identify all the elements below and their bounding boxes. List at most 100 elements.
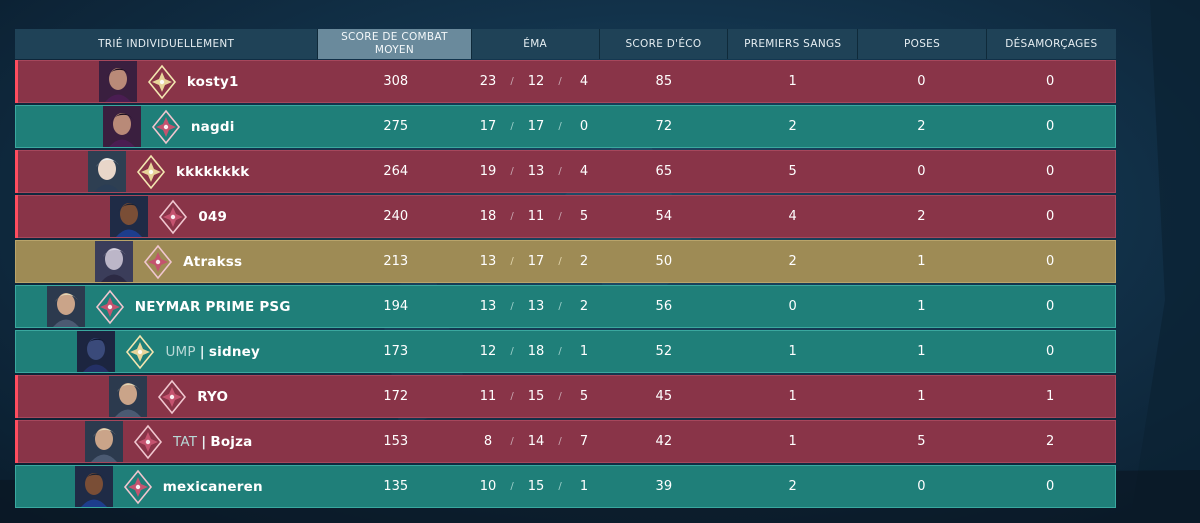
kills-value: 13 xyxy=(479,254,497,269)
econ-value: 65 xyxy=(655,164,673,179)
player-row-3[interactable]: 049 240 18 / 11 / 5 54 4 2 0 xyxy=(15,195,1116,238)
plants-value: 5 xyxy=(917,434,926,449)
agent-neon-icon[interactable] xyxy=(110,196,149,237)
kda-slash: / xyxy=(558,301,562,312)
agent-iso-icon[interactable] xyxy=(109,376,148,417)
econ-value: 39 xyxy=(655,479,673,494)
player-name[interactable]: kosty1 xyxy=(187,74,239,90)
player-name[interactable]: UMP | sidney xyxy=(165,344,260,360)
kda-slash: / xyxy=(558,121,562,132)
player-cell: kosty1 xyxy=(16,61,319,102)
defuses-value: 0 xyxy=(1045,164,1055,179)
acs-value: 135 xyxy=(383,479,409,494)
agent-jett-icon[interactable] xyxy=(88,151,126,192)
player-row-1[interactable]: nagdi 275 17 / 17 / 0 72 2 2 0 xyxy=(15,105,1116,148)
rank-radiant-icon[interactable] xyxy=(134,153,168,191)
player-cell: TAT | Bojza xyxy=(16,421,319,462)
player-row-6[interactable]: UMP | sidney 173 12 / 18 / 1 52 1 1 0 xyxy=(15,330,1116,373)
player-name-text: Bojza xyxy=(210,433,253,450)
rank-immortal-icon[interactable] xyxy=(131,423,165,461)
player-row-8[interactable]: TAT | Bojza 153 8 / 14 / 7 42 1 5 2 xyxy=(15,420,1116,463)
plants-value: 0 xyxy=(917,164,926,179)
row-marker xyxy=(15,60,18,103)
kills-value: 17 xyxy=(479,119,497,134)
player-name[interactable]: mexicaneren xyxy=(163,479,263,495)
player-name[interactable]: TAT | Bojza xyxy=(173,434,253,450)
first-bloods-value: 1 xyxy=(788,389,797,404)
agent-omen-icon[interactable] xyxy=(77,331,116,372)
plants-value: 1 xyxy=(917,299,926,314)
player-row-2[interactable]: kkkkkkkk 264 19 / 13 / 4 65 5 0 0 xyxy=(15,150,1116,193)
kda-cell: 17 / 17 / 0 xyxy=(472,106,600,147)
assists-value: 5 xyxy=(579,389,589,404)
deaths-value: 15 xyxy=(527,479,545,494)
rank-immortal-icon[interactable] xyxy=(156,198,190,236)
agent-reyna-icon[interactable] xyxy=(98,61,137,102)
player-row-0[interactable]: kosty1 308 23 / 12 / 4 85 1 0 0 xyxy=(15,60,1116,103)
header-plants[interactable]: POSES xyxy=(858,29,987,59)
acs-value: 153 xyxy=(383,434,409,449)
player-row-5[interactable]: NEYMAR PRIME PSG 194 13 / 13 / 2 56 0 1 … xyxy=(15,285,1116,328)
scoreboard: TRIÉ INDIVIDUELLEMENT SCORE DE COMBAT MOY… xyxy=(15,29,1116,510)
rank-radiant-icon[interactable] xyxy=(145,63,179,101)
player-name-text: mexicaneren xyxy=(162,478,263,495)
first-bloods-value: 2 xyxy=(788,479,797,494)
player-name[interactable]: nagdi xyxy=(191,119,235,135)
tag-separator: | xyxy=(201,433,207,450)
rank-radiant-icon[interactable] xyxy=(123,333,157,371)
rank-immortal-icon[interactable] xyxy=(149,108,183,146)
kda-cell: 11 / 15 / 5 xyxy=(472,376,600,417)
player-row-7[interactable]: RYO 172 11 / 15 / 5 45 1 1 1 xyxy=(15,375,1116,418)
econ-value: 72 xyxy=(655,119,673,134)
header-econ[interactable]: SCORE D'ÉCO xyxy=(600,29,729,59)
acs-value: 264 xyxy=(383,164,409,179)
rank-immortal-icon[interactable] xyxy=(155,378,189,416)
player-cell: RYO xyxy=(16,376,319,417)
player-row-9[interactable]: mexicaneren 135 10 / 15 / 1 39 2 0 0 xyxy=(15,465,1116,508)
agent-reyna-icon[interactable] xyxy=(102,106,141,147)
kda-cell: 23 / 12 / 4 xyxy=(472,61,600,102)
plants-value: 2 xyxy=(917,209,926,224)
header-defuses[interactable]: DÉSAMORÇAGES xyxy=(1005,37,1098,50)
econ-value: 42 xyxy=(655,434,673,449)
defuses-value: 2 xyxy=(1045,434,1055,449)
header-first-bloods[interactable]: PREMIERS SANGS xyxy=(728,29,859,59)
deaths-value: 13 xyxy=(527,164,545,179)
player-name[interactable]: RYO xyxy=(197,389,228,405)
agent-iso-icon[interactable] xyxy=(84,421,123,462)
plants-value: 2 xyxy=(917,119,926,134)
player-row-4[interactable]: Atrakss 213 13 / 17 / 2 50 2 1 0 xyxy=(15,240,1116,283)
kda-cell: 18 / 11 / 5 xyxy=(472,196,600,237)
first-bloods-value: 1 xyxy=(788,344,797,359)
agent-iso-icon[interactable] xyxy=(46,286,85,327)
acs-value: 194 xyxy=(383,299,409,314)
agent-vyse-icon[interactable] xyxy=(95,241,134,282)
player-name[interactable]: Atrakss xyxy=(183,254,242,270)
assists-value: 4 xyxy=(579,164,589,179)
player-name[interactable]: kkkkkkkk xyxy=(176,164,249,180)
kills-value: 13 xyxy=(479,299,497,314)
player-name-text: Atrakss xyxy=(183,253,243,270)
acs-value: 275 xyxy=(383,119,409,134)
player-name[interactable]: NEYMAR PRIME PSG xyxy=(135,299,291,315)
player-name[interactable]: 049 xyxy=(198,209,227,225)
row-marker xyxy=(15,150,18,193)
econ-value: 85 xyxy=(655,74,673,89)
kda-slash: / xyxy=(558,256,562,267)
kda-slash: / xyxy=(510,346,514,357)
header-player[interactable]: TRIÉ INDIVIDUELLEMENT xyxy=(15,29,319,59)
kda-slash: / xyxy=(510,166,514,177)
player-name-text: kkkkkkkk xyxy=(176,163,250,180)
rank-immortal-icon[interactable] xyxy=(93,288,127,326)
player-name-text: sidney xyxy=(208,343,260,360)
rank-immortal-icon[interactable] xyxy=(121,468,155,506)
rank-immortal-icon[interactable] xyxy=(141,243,175,281)
agent-neon-icon[interactable] xyxy=(74,466,113,507)
assists-value: 1 xyxy=(579,344,589,359)
header-acs[interactable]: SCORE DE COMBAT MOYEN xyxy=(318,29,472,59)
first-bloods-value: 1 xyxy=(788,434,797,449)
header-kda[interactable]: ÉMA xyxy=(472,29,600,59)
kills-value: 11 xyxy=(479,389,497,404)
kills-value: 18 xyxy=(479,209,497,224)
kda-slash: / xyxy=(558,166,562,177)
